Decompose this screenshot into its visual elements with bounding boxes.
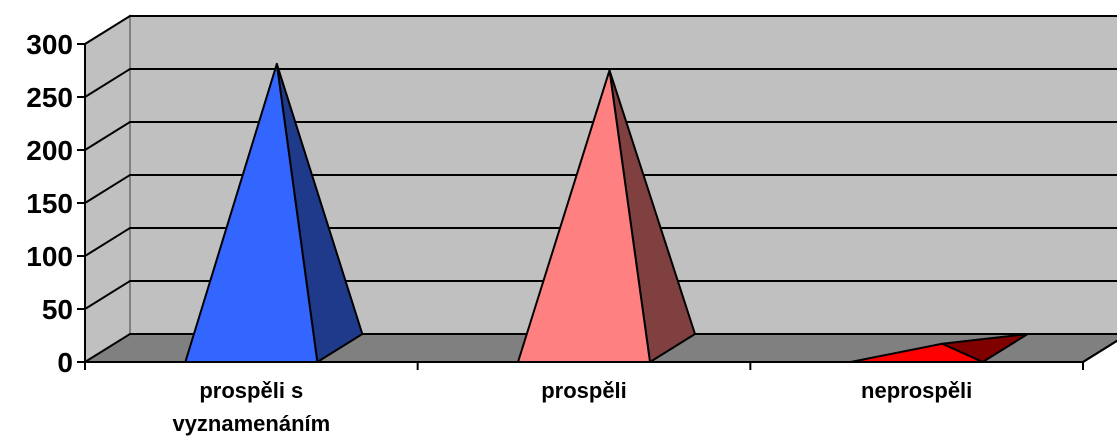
- y-tick-label: 300: [26, 29, 73, 60]
- y-tick-label: 50: [42, 294, 73, 325]
- gridline: [84, 280, 1117, 310]
- gridline: [84, 227, 1117, 257]
- gridline: [84, 15, 1117, 45]
- x-category-label: neprospěli: [861, 378, 972, 403]
- x-axis-labels: prospěli s vyznamenáním prospěli neprospěli: [172, 378, 972, 436]
- floor-edge: [1082, 339, 1117, 363]
- pyramid-bar: [184, 62, 364, 363]
- y-tick-label: 100: [26, 241, 73, 272]
- y-tick-label: 150: [26, 188, 73, 219]
- y-tick-label: 0: [57, 347, 73, 378]
- x-category-label: prospěli s: [199, 378, 303, 403]
- chart-marks: [184, 62, 1029, 363]
- gridline: [84, 174, 1117, 204]
- gridline: [84, 121, 1117, 151]
- y-tick-label: 200: [26, 135, 73, 166]
- gridline: [84, 68, 1117, 98]
- axes: [77, 43, 1117, 370]
- x-category-label: prospěli: [541, 378, 627, 403]
- gridlines: [84, 15, 1117, 310]
- y-tick-label: 250: [26, 82, 73, 113]
- x-category-label: vyznamenáním: [172, 411, 330, 436]
- y-axis-ticks: 0 50 100 150 200 250 300: [26, 29, 73, 378]
- pyramid-bar: [517, 69, 696, 363]
